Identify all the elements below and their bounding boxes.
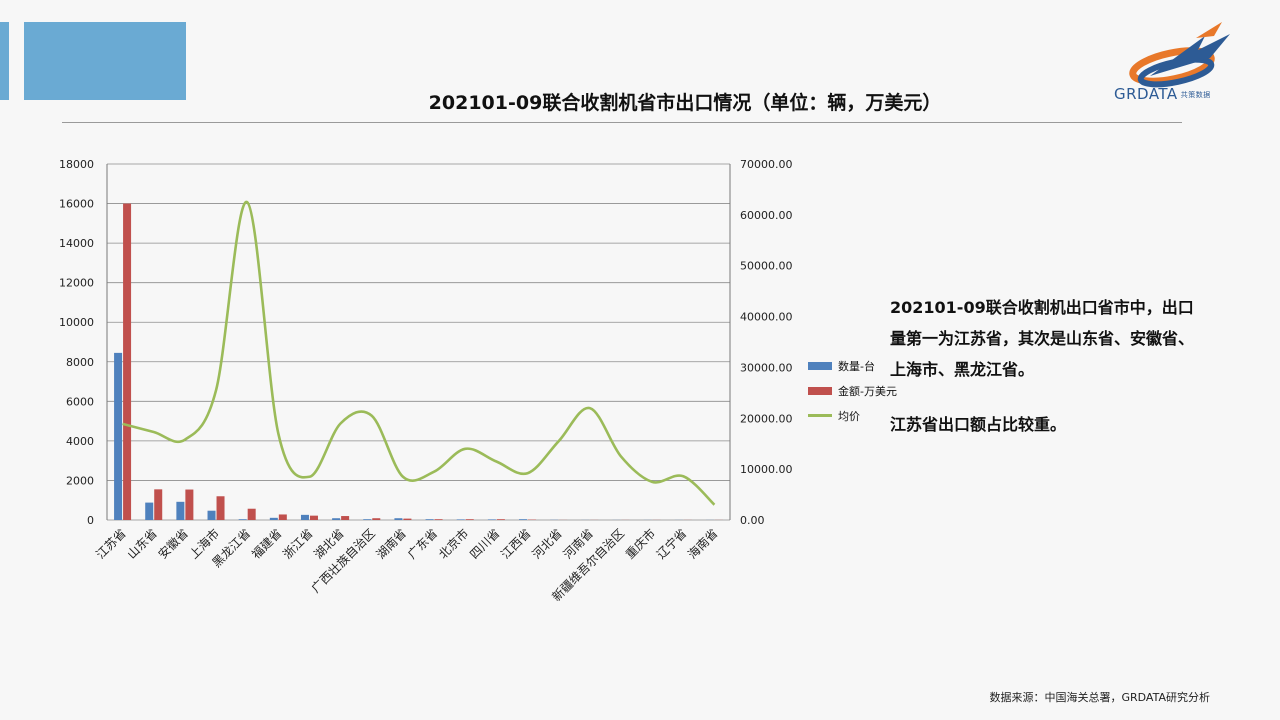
x-tick-label: 安徽省 — [155, 526, 191, 562]
bar-qty — [363, 519, 372, 520]
bar-qty — [176, 501, 185, 520]
grdata-logo-icon — [1129, 22, 1230, 88]
y-right-tick-label: 40000.00 — [740, 311, 793, 324]
bar-amount — [278, 514, 287, 520]
x-tick-label: 江苏省 — [93, 526, 128, 561]
x-tick-label: 北京市 — [435, 526, 471, 562]
bar-amount — [154, 489, 163, 520]
y-right-tick-label: 30000.00 — [740, 361, 793, 374]
legend-item-qty: 数量-台 — [808, 353, 897, 378]
y-right-tick-label: 70000.00 — [740, 158, 793, 171]
bar-qty — [238, 519, 247, 520]
data-source: 数据来源：中国海关总署，GRDATA研究分析 — [989, 691, 1210, 704]
x-tick-label: 福建省 — [248, 526, 284, 562]
x-tick-label: 山东省 — [124, 526, 159, 561]
y-left-tick-label: 16000 — [59, 198, 94, 211]
bar-amount — [403, 518, 412, 520]
bar-amount — [247, 508, 256, 520]
legend-swatch-avg — [808, 414, 832, 417]
x-tick-label: 重庆市 — [622, 526, 658, 562]
bar-amount — [216, 496, 225, 520]
legend-swatch-amount — [808, 386, 832, 395]
accent-bar-left — [0, 22, 9, 100]
bar-qty — [145, 502, 154, 520]
accent-block — [24, 22, 186, 100]
y-left-tick-label: 0 — [87, 514, 94, 527]
x-tick-label: 四川省 — [467, 526, 502, 561]
summary-para-1: 202101-09联合收割机出口省市中，出口量第一为江苏省，其次是山东省、安徽省… — [890, 298, 1195, 379]
bar-qty — [269, 517, 278, 520]
y-right-tick-label: 50000.00 — [740, 260, 793, 273]
x-tick-label: 浙江省 — [280, 526, 315, 561]
bar-qty — [332, 518, 341, 520]
summary-text: 202101-09联合收割机出口省市中，出口量第一为江苏省，其次是山东省、安徽省… — [890, 292, 1200, 464]
title-divider — [62, 122, 1182, 123]
legend-swatch-qty — [808, 361, 832, 370]
y-right-tick-label: 60000.00 — [740, 209, 793, 222]
bar-amount — [434, 519, 443, 520]
y-left-tick-label: 6000 — [66, 395, 94, 408]
y-left-tick-label: 8000 — [66, 356, 94, 369]
bar-qty — [487, 519, 496, 520]
y-left-tick-label: 10000 — [59, 316, 94, 329]
y-left-tick-label: 14000 — [59, 237, 94, 250]
bar-qty — [207, 510, 216, 520]
legend-item-avg: 均价 — [808, 403, 897, 428]
legend-item-amount: 金额-万美元 — [808, 378, 897, 403]
avg-price-line — [122, 200, 716, 506]
y-left-tick-label: 18000 — [59, 158, 94, 171]
y-left-tick-label: 2000 — [66, 474, 94, 487]
bar-qty — [114, 352, 123, 520]
bar-qty — [425, 519, 434, 520]
y-left-tick-label: 4000 — [66, 435, 94, 448]
bar-amount — [465, 519, 474, 520]
x-tick-label: 辽宁省 — [653, 526, 689, 562]
x-tick-label: 广东省 — [405, 526, 440, 561]
x-tick-label: 湖南省 — [373, 526, 409, 562]
summary-para-2: 江苏省出口额占比较重。 — [890, 415, 1067, 434]
bar-qty — [456, 519, 465, 520]
bar-qty — [300, 514, 309, 520]
x-tick-label: 河北省 — [529, 526, 564, 561]
y-left-tick-label: 12000 — [59, 277, 94, 290]
bar-amount — [123, 203, 132, 521]
bar-amount — [341, 516, 350, 520]
logo-wordmark: GRDATA 共策数据 — [1114, 85, 1211, 103]
chart-legend: 数量-台 金额-万美元 均价 — [808, 353, 897, 428]
page-title: 202101-09联合收割机省市出口情况（单位：辆，万美元） — [428, 92, 942, 114]
bar-qty — [394, 518, 403, 520]
x-tick-label: 江西省 — [498, 526, 533, 561]
bar-amount — [496, 519, 505, 520]
y-right-tick-label: 20000.00 — [740, 412, 793, 425]
bar-amount — [372, 518, 381, 520]
bar-qty — [519, 519, 528, 520]
y-right-tick-label: 0.00 — [740, 514, 765, 527]
x-tick-label: 海南省 — [684, 526, 720, 562]
bar-amount — [309, 515, 318, 520]
bar-amount — [185, 489, 194, 520]
y-right-tick-label: 10000.00 — [740, 463, 793, 476]
